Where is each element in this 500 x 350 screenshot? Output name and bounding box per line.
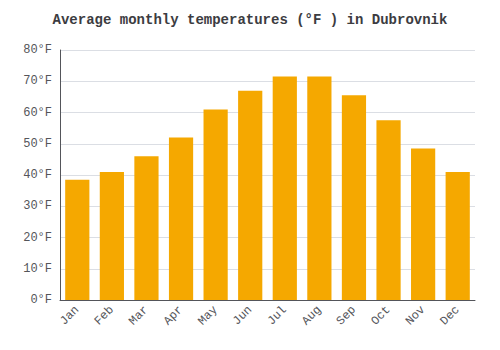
svg-text:Jun: Jun — [230, 303, 255, 328]
svg-text:Average monthly temperatures (: Average monthly temperatures (°F ) in Du… — [53, 12, 448, 28]
svg-text:0°F: 0°F — [30, 293, 52, 307]
svg-text:May: May — [195, 303, 220, 328]
svg-text:10°F: 10°F — [23, 262, 52, 276]
svg-text:Oct: Oct — [368, 303, 393, 328]
svg-text:Feb: Feb — [92, 303, 117, 328]
svg-text:50°F: 50°F — [23, 137, 52, 151]
svg-text:40°F: 40°F — [23, 168, 52, 182]
svg-text:Jan: Jan — [57, 303, 82, 328]
svg-text:80°F: 80°F — [23, 43, 52, 57]
svg-text:Nov: Nov — [403, 303, 428, 328]
svg-text:30°F: 30°F — [23, 199, 52, 213]
svg-text:Aug: Aug — [299, 303, 324, 328]
svg-text:Jul: Jul — [265, 303, 290, 328]
svg-text:60°F: 60°F — [23, 106, 52, 120]
svg-text:20°F: 20°F — [23, 231, 52, 245]
svg-text:70°F: 70°F — [23, 74, 52, 88]
svg-text:Apr: Apr — [161, 303, 186, 328]
svg-text:Mar: Mar — [126, 303, 151, 328]
svg-text:Sep: Sep — [334, 303, 359, 328]
svg-text:Dec: Dec — [438, 303, 463, 328]
